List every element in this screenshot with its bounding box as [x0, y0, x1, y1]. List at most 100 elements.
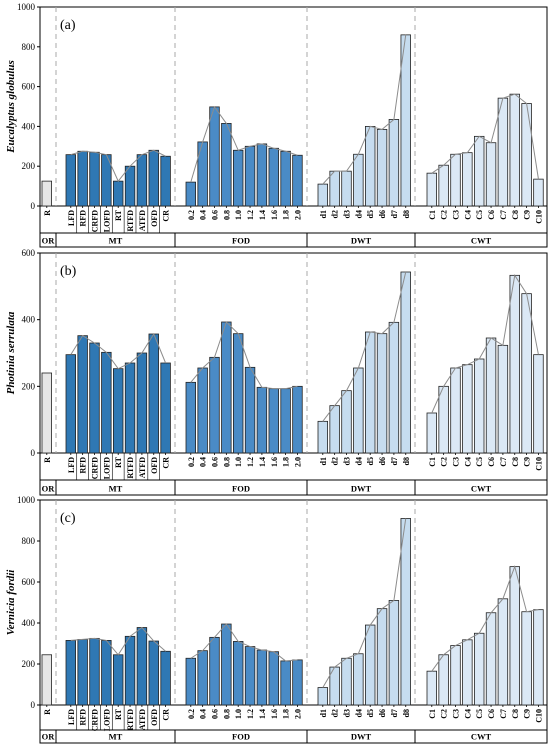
category-label: CRFD [91, 709, 100, 731]
category-label: d5 [366, 210, 375, 218]
bar-fod-0_6 [209, 106, 220, 207]
category-label: d3 [343, 210, 352, 218]
category-label: C7 [499, 709, 508, 719]
bar-dwt-d7 [388, 321, 400, 454]
category-label: d1 [319, 457, 328, 465]
bar-dwt-d8 [400, 271, 411, 454]
category-label: RFD [79, 210, 88, 227]
bar-mt-rfd [77, 335, 88, 454]
bar-mt-lfd [65, 354, 77, 454]
bar-fod-1_8 [280, 660, 291, 706]
y-tick-label: 600 [22, 577, 36, 587]
bar-cwt-c3 [450, 367, 461, 454]
bar-dwt-d5 [364, 624, 376, 706]
bar-mt-atfd [136, 352, 148, 454]
category-label: C7 [499, 457, 508, 467]
bar-cwt-c1 [426, 412, 438, 454]
trend-line-fod [190, 623, 298, 662]
category-label: C1 [428, 457, 437, 467]
category-label: C4 [463, 457, 472, 467]
bar-dwt-d2 [329, 405, 340, 454]
panel-frame [39, 499, 548, 744]
category-label: C5 [475, 210, 484, 220]
category-label: d3 [343, 457, 352, 465]
category-label: d2 [331, 210, 340, 218]
category-label: C3 [452, 709, 461, 719]
category-label: 1.8 [282, 210, 291, 220]
category-label: OFD [150, 709, 159, 726]
bar-dwt-d1 [317, 183, 329, 207]
y-tick-label: 200 [22, 659, 36, 669]
category-label: CRFD [91, 457, 100, 479]
y-tick-label: 800 [22, 42, 36, 52]
category-label: d4 [354, 210, 363, 218]
bar-dwt-d1 [317, 687, 329, 706]
group-label-or: OR [42, 236, 56, 246]
category-label: C2 [440, 457, 449, 467]
trend-line-cwt [431, 93, 539, 180]
group-label-cwt: CWT [471, 484, 492, 494]
bar-or-r [41, 180, 53, 207]
y-tick-label: 0 [31, 448, 36, 458]
panel-frame [39, 252, 548, 496]
category-label: 1.4 [258, 457, 267, 467]
trend-line-mt [70, 626, 166, 656]
category-label: RT [114, 209, 123, 220]
bar-dwt-d6 [376, 608, 388, 706]
category-label: d6 [378, 709, 387, 717]
category-label: d6 [378, 210, 387, 218]
bar-dwt-d8 [400, 518, 411, 706]
bar-fod-1_4 [256, 649, 268, 706]
bar-mt-ofd [148, 640, 159, 706]
bar-mt-lfd [65, 640, 77, 706]
bar-mt-lofd [101, 351, 112, 454]
category-label: C8 [511, 457, 520, 467]
bar-mt-cr [160, 362, 171, 454]
category-label: ATFD [138, 457, 147, 478]
category-label: 2.0 [293, 457, 302, 467]
bar-cwt-c8 [509, 93, 520, 207]
category-label: 1.8 [282, 457, 291, 467]
y-axis-label: Photinia serrulata [5, 311, 17, 394]
bar-cwt-c7 [497, 598, 509, 706]
y-tick-label: 200 [22, 161, 36, 171]
bar-cwt-c4 [462, 364, 473, 454]
bar-fod-1_6 [268, 388, 279, 454]
category-label: C10 [534, 210, 543, 224]
category-label: 1.2 [246, 210, 255, 220]
bar-fod-0_4 [197, 650, 208, 706]
category-label: OFD [150, 210, 159, 227]
bar-fod-1_0 [232, 641, 244, 706]
category-label: d1 [319, 210, 328, 218]
category-label: d7 [390, 210, 399, 218]
category-label: 1.6 [270, 457, 279, 467]
category-label: 0.8 [222, 210, 231, 220]
category-label: C6 [487, 457, 496, 467]
bar-or-r [41, 372, 53, 454]
category-label: RFD [79, 457, 88, 474]
trend-line-fod [190, 105, 298, 183]
y-axis-label: Eucalyptus globulus [5, 60, 17, 154]
panel-frame [39, 6, 548, 248]
bar-cwt-c6 [485, 612, 497, 706]
category-label: 1.4 [258, 210, 267, 220]
category-label: d1 [319, 709, 328, 717]
bar-mt-rtfd [124, 635, 136, 706]
bar-mt-cr [160, 650, 171, 706]
category-label: C4 [463, 709, 472, 719]
category-label: C2 [440, 709, 449, 719]
bar-cwt-c9 [521, 103, 532, 207]
category-label: 1.0 [234, 210, 243, 220]
bar-cwt-c7 [497, 97, 509, 207]
bar-fod-1_2 [244, 646, 256, 706]
bar-mt-rt [113, 368, 124, 454]
category-label: RTFD [126, 709, 135, 731]
category-label: OFD [150, 457, 159, 474]
category-label: C3 [452, 457, 461, 467]
bar-fod-1_8 [280, 150, 291, 207]
bar-mt-atfd [136, 154, 148, 207]
bar-fod-1_8 [280, 388, 291, 454]
bar-mt-crfd [89, 151, 100, 207]
group-label-or: OR [42, 484, 56, 494]
